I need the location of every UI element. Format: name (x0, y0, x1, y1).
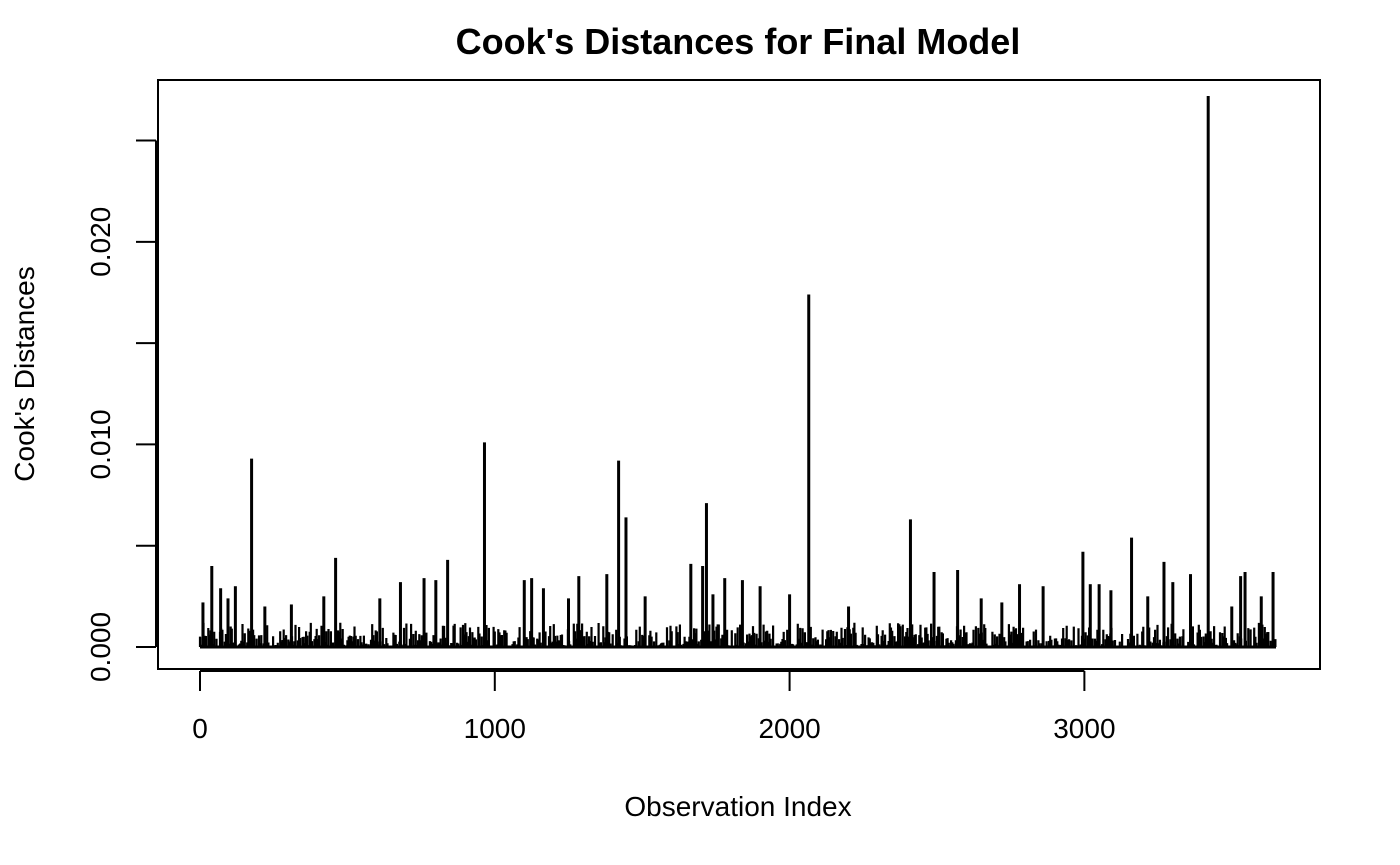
x-tick-label: 0 (192, 713, 208, 744)
y-tick-label: 0.020 (85, 207, 116, 277)
y-axis-label: Cook's Distances (9, 266, 40, 481)
x-tick-label: 3000 (1053, 713, 1115, 744)
bar-background (198, 622, 1277, 647)
x-tick-label: 2000 (758, 713, 820, 744)
y-ticks-group: 0.000 0.010 0.020 (85, 139, 156, 682)
chart-title: Cook's Distances for Final Model (456, 21, 1021, 62)
y-tick-label: 0.010 (85, 409, 116, 479)
x-tick-label: 1000 (464, 713, 526, 744)
x-axis-label: Observation Index (624, 791, 851, 822)
y-tick-label: 0.000 (85, 612, 116, 682)
x-ticks-group: 0 1000 2000 3000 (192, 671, 1116, 744)
plot-frame (157, 79, 1321, 670)
bars-group (198, 95, 1277, 649)
